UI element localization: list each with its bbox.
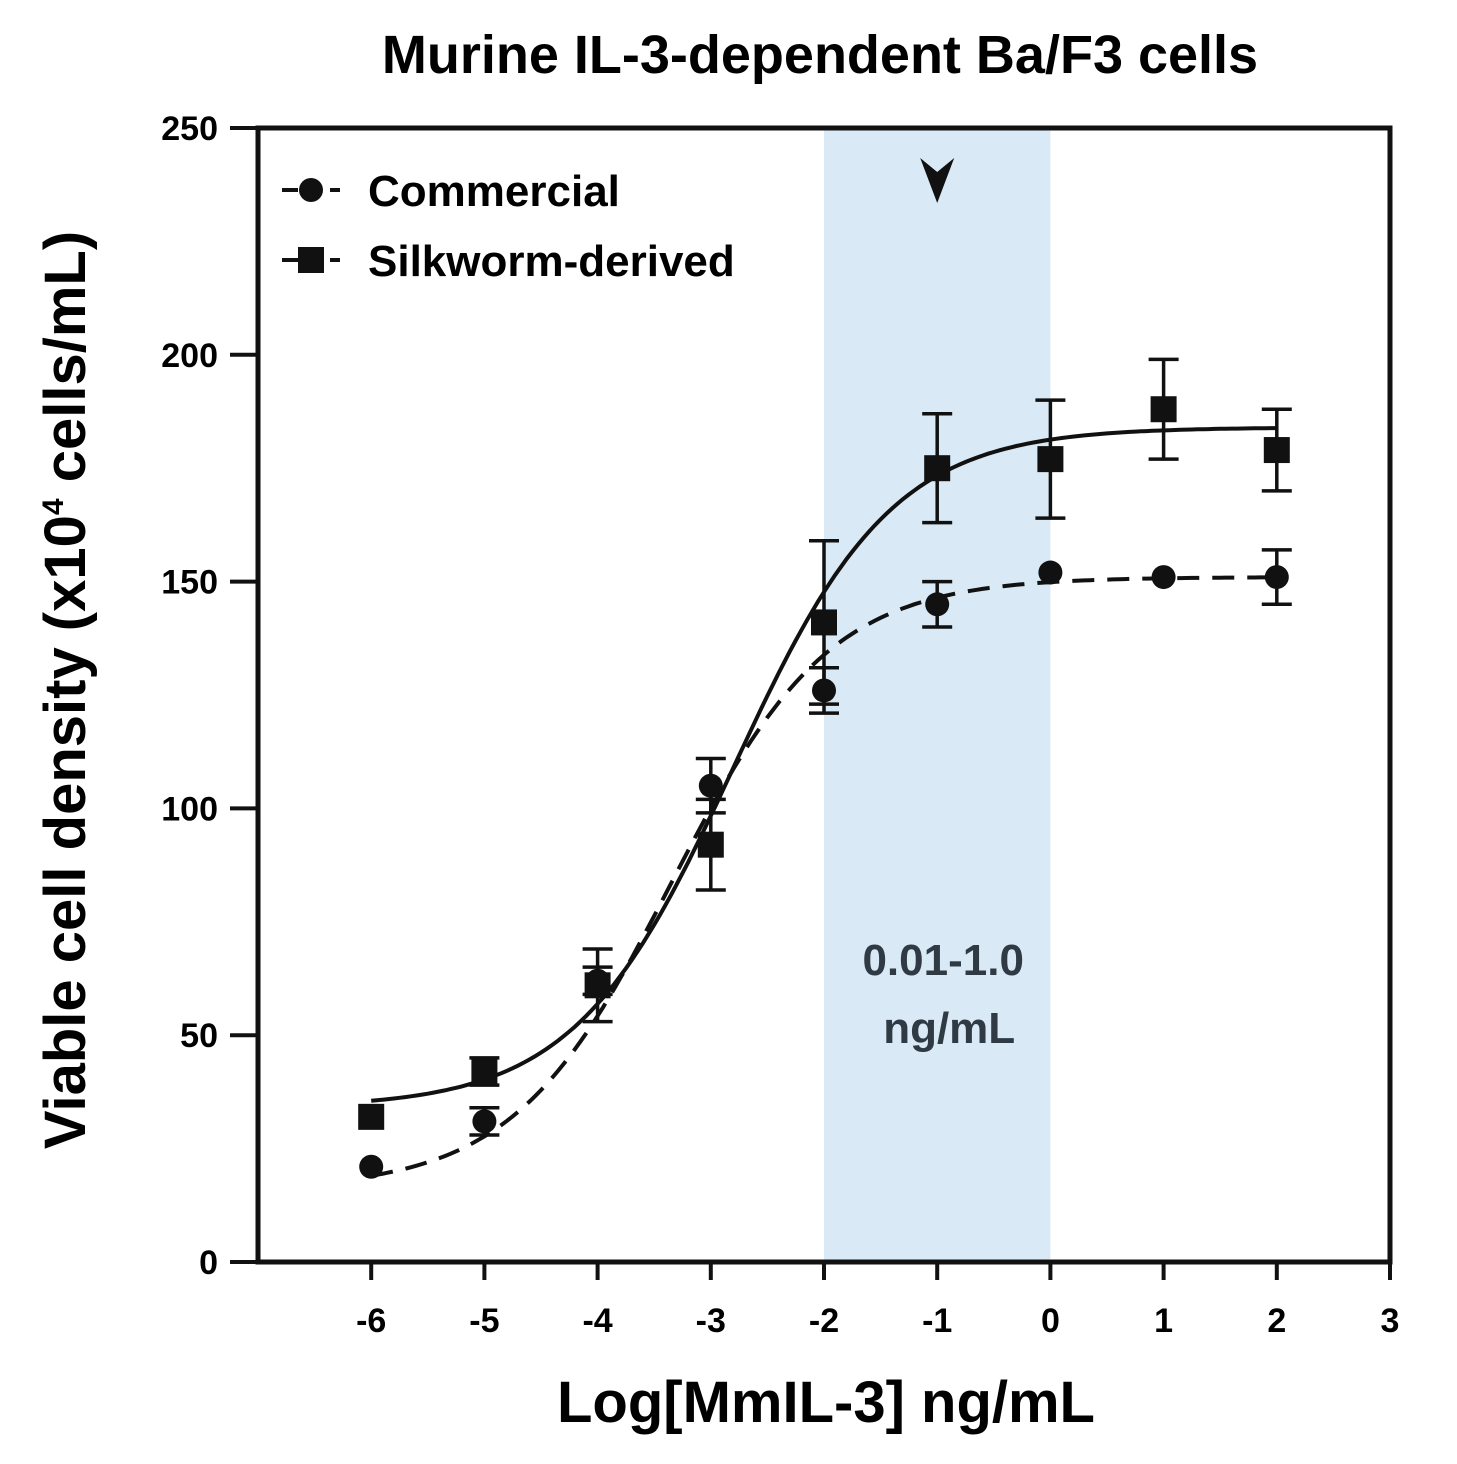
point-silkworm-derived	[1037, 446, 1064, 473]
y-tick-label: 50	[180, 1017, 218, 1055]
data-points	[358, 396, 1290, 1179]
band-label-line-2: ng/mL	[883, 1004, 1015, 1053]
x-tick-label: 2	[1267, 1302, 1286, 1340]
x-tick-label: -4	[582, 1302, 612, 1340]
point-commercial	[925, 592, 950, 617]
point-silkworm-derived	[1263, 437, 1290, 464]
y-tick-label: 100	[161, 790, 218, 828]
legend-label-commercial: Commercial	[368, 167, 620, 216]
x-axis-label: Log[MmIL-3] ng/mL	[557, 1370, 1095, 1435]
x-axis-ticks: -6 -5 -4 -3 -2 -1 0 1 2 3	[356, 1262, 1399, 1340]
x-tick-label: 3	[1381, 1302, 1400, 1340]
point-silkworm-derived	[358, 1103, 385, 1130]
point-silkworm-derived	[924, 455, 951, 482]
x-tick-label: -1	[922, 1302, 952, 1340]
arrowhead-marker	[920, 158, 955, 203]
x-tick-label: -2	[809, 1302, 839, 1340]
y-tick-label: 200	[161, 337, 218, 375]
point-silkworm-derived	[584, 972, 611, 999]
point-commercial	[1264, 565, 1289, 590]
y-tick-label: 0	[199, 1244, 218, 1282]
y-axis-label-end: cells/mL)	[33, 231, 98, 499]
x-tick-label: -6	[356, 1302, 386, 1340]
y-axis-label-main: Viable cell density (x10	[33, 515, 98, 1149]
point-silkworm-derived	[697, 831, 724, 858]
point-commercial	[812, 678, 836, 703]
point-commercial	[1151, 565, 1176, 590]
y-tick-label: 150	[161, 564, 218, 602]
x-tick-label: -5	[469, 1302, 499, 1340]
legend-marker-circle	[299, 178, 323, 202]
legend: Commercial Silkworm-derived	[282, 167, 735, 286]
y-tick-label: 250	[161, 110, 218, 148]
point-commercial	[472, 1109, 497, 1134]
point-commercial	[698, 773, 723, 798]
chart-title: Murine IL-3-dependent Ba/F3 cells	[382, 25, 1258, 85]
point-silkworm-derived	[471, 1058, 498, 1085]
band-label-line-1: 0.01-1.0	[862, 936, 1023, 985]
highlight-band	[824, 128, 1051, 1262]
x-tick-label: 1	[1154, 1302, 1173, 1340]
point-commercial	[359, 1154, 384, 1179]
point-commercial	[1038, 560, 1063, 585]
x-tick-label: 0	[1041, 1302, 1060, 1340]
y-axis-label-superscript: 4	[37, 498, 70, 515]
x-tick-label: -3	[696, 1302, 726, 1340]
y-axis-ticks: 0 50 100 150 200 250	[161, 110, 258, 1282]
point-silkworm-derived	[811, 609, 837, 636]
y-axis-label: Viable cell density (x104 cells/mL)	[33, 231, 98, 1149]
legend-label-silkworm-derived: Silkworm-derived	[368, 237, 735, 286]
point-silkworm-derived	[1150, 396, 1177, 423]
legend-marker-square	[298, 247, 324, 273]
